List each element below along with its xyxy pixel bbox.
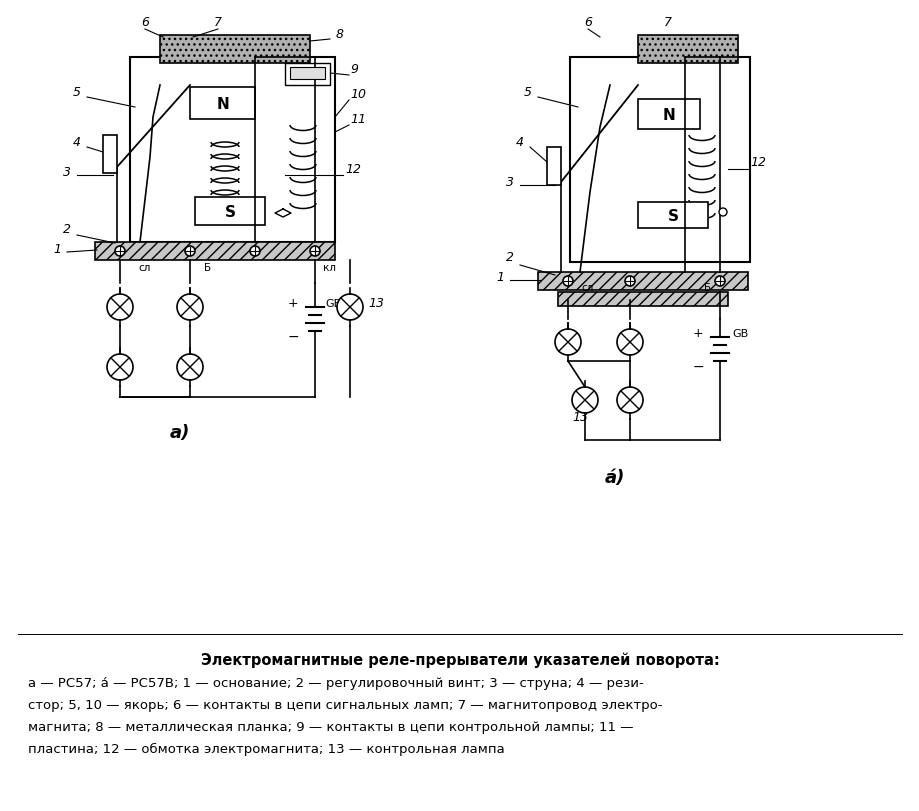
Text: 13: 13 [368, 296, 383, 309]
Text: 5: 5 [73, 86, 81, 99]
Text: +: + [288, 296, 298, 309]
Circle shape [617, 329, 642, 355]
Text: стор; 5, 10 — якорь; 6 — контакты в цепи сигнальных ламп; 7 — магнитопровод элек: стор; 5, 10 — якорь; 6 — контакты в цепи… [28, 698, 662, 711]
Circle shape [176, 354, 203, 380]
Text: á): á) [604, 469, 625, 487]
Circle shape [714, 277, 724, 286]
Text: пластина; 12 — обмотка электромагнита; 13 — контрольная лампа: пластина; 12 — обмотка электромагнита; 1… [28, 742, 505, 755]
Text: сл: сл [139, 263, 151, 272]
Text: 1: 1 [495, 271, 504, 284]
Text: S: S [224, 204, 235, 219]
Text: S: S [667, 208, 678, 223]
Text: 12: 12 [345, 163, 360, 176]
Circle shape [115, 247, 125, 257]
Circle shape [562, 277, 573, 286]
Bar [637, 36, 737, 64]
Text: 5: 5 [524, 86, 531, 99]
Text: 11: 11 [349, 113, 366, 126]
Bar [637, 203, 708, 229]
Bar [637, 100, 699, 130]
Text: GB: GB [732, 328, 747, 338]
Bar [195, 198, 265, 225]
Circle shape [624, 277, 634, 286]
Text: 12: 12 [749, 156, 766, 169]
Circle shape [554, 329, 581, 355]
Bar [289, 68, 324, 80]
Circle shape [310, 247, 320, 257]
Text: Электромагнитные реле-прерыватели указателей поворота:: Электромагнитные реле-прерыватели указат… [200, 652, 719, 667]
Text: N: N [216, 97, 229, 111]
Bar [547, 148, 561, 186]
Bar [95, 242, 335, 260]
Circle shape [107, 354, 133, 380]
Text: 7: 7 [664, 16, 671, 29]
Bar [130, 58, 335, 242]
Circle shape [572, 388, 597, 414]
Text: Б: Б [704, 283, 710, 293]
Bar [570, 58, 749, 263]
Text: a — РС57; á — РС57В; 1 — основание; 2 — регулировочный винт; 3 — струна; 4 — рез: a — РС57; á — РС57В; 1 — основание; 2 — … [28, 676, 643, 689]
Text: 10: 10 [349, 88, 366, 101]
Circle shape [719, 208, 726, 217]
Bar [538, 272, 747, 290]
Bar [285, 64, 330, 86]
Bar [103, 135, 117, 174]
Text: N: N [662, 107, 675, 122]
Text: а): а) [170, 423, 190, 441]
Text: 6: 6 [584, 16, 591, 29]
Text: −: − [691, 359, 703, 374]
Circle shape [107, 294, 133, 320]
Text: 4: 4 [516, 135, 524, 148]
Circle shape [336, 294, 363, 320]
Text: +: + [692, 326, 702, 339]
Text: 2: 2 [505, 251, 514, 264]
Text: 13: 13 [572, 410, 587, 423]
Text: 9: 9 [349, 63, 357, 76]
Text: 2: 2 [62, 223, 71, 236]
Text: GB: GB [324, 298, 341, 309]
Circle shape [617, 388, 642, 414]
Text: сл: сл [581, 283, 594, 293]
Text: 8: 8 [335, 28, 344, 41]
Text: Б: Б [204, 263, 211, 272]
Circle shape [176, 294, 203, 320]
Text: 1: 1 [53, 242, 61, 255]
Bar [558, 293, 727, 307]
Bar [190, 88, 255, 120]
Bar [160, 36, 310, 64]
Circle shape [185, 247, 195, 257]
Circle shape [250, 247, 260, 257]
Text: 7: 7 [214, 16, 221, 29]
Text: кл: кл [323, 263, 336, 272]
Text: −: − [287, 329, 299, 344]
Text: 6: 6 [141, 16, 149, 29]
Text: 3: 3 [505, 176, 514, 189]
Text: 3: 3 [62, 165, 71, 178]
Text: 4: 4 [73, 135, 81, 148]
Text: магнита; 8 — металлическая планка; 9 — контакты в цепи контрольной лампы; 11 —: магнита; 8 — металлическая планка; 9 — к… [28, 720, 633, 733]
